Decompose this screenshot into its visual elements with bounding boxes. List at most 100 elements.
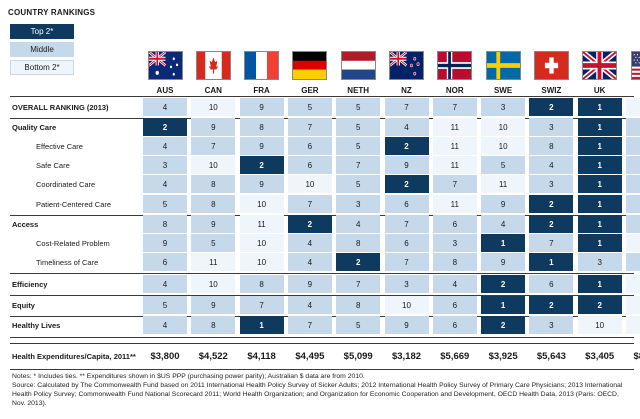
- rank-cell: 11: [432, 118, 477, 136]
- rank-cell: 3: [577, 253, 622, 271]
- row-label: Quality Care: [12, 123, 57, 132]
- rank-cell: 7: [529, 234, 574, 252]
- rank-cell: 6: [384, 195, 429, 213]
- expenditure-value: $3,800: [150, 350, 180, 362]
- rank-cell: 3: [529, 118, 574, 136]
- france-flag: [244, 51, 280, 80]
- rank-cell: 4: [481, 215, 526, 233]
- rank-cell: 1: [529, 253, 574, 271]
- rank-cell: 9: [626, 215, 640, 233]
- rank-cell: 2: [336, 253, 381, 271]
- germany-flag: [292, 51, 328, 80]
- rank-cell: 11: [239, 215, 284, 233]
- rank-cell: 9: [191, 296, 236, 314]
- row-label: Equity: [12, 301, 35, 310]
- netherlands-flag: [340, 51, 376, 80]
- rank-cell: 5: [336, 316, 381, 334]
- united-kingdom-flag: [582, 51, 618, 80]
- divider: [10, 96, 634, 97]
- rank-cell: 5: [143, 296, 187, 314]
- rank-cell: 7: [336, 156, 381, 174]
- rank-cell: 7: [287, 195, 332, 213]
- rank-cell: 7: [287, 316, 332, 334]
- rank-cell: 1: [577, 234, 622, 252]
- rank-cell: 1: [577, 175, 622, 193]
- rank-cell: 4: [287, 253, 332, 271]
- rank-cell: 4: [384, 118, 429, 136]
- country-header: NZ: [401, 86, 412, 95]
- rank-cell: 2: [239, 156, 284, 174]
- rank-cell: 9: [239, 175, 284, 193]
- expenditure-value: $4,118: [247, 350, 276, 362]
- rank-cell: 6: [432, 215, 477, 233]
- rank-cell: 7: [287, 118, 332, 136]
- rank-cell: 8: [191, 316, 236, 334]
- sweden-flag: [485, 51, 521, 80]
- divider: [10, 337, 634, 338]
- rank-cell: 3: [384, 275, 429, 293]
- legend-title: COUNTRY RANKINGS: [8, 8, 96, 17]
- rank-cell: 6: [384, 234, 429, 252]
- rank-cell: 8: [191, 175, 236, 193]
- rank-cell: 3: [481, 98, 526, 116]
- rank-cell: 4: [432, 275, 477, 293]
- rank-cell: 5: [626, 253, 640, 271]
- rank-cell: 5: [626, 118, 640, 136]
- rank-cell: 3: [336, 195, 381, 213]
- expenditure-value: $8,508: [633, 350, 640, 362]
- rank-cell: 9: [143, 234, 187, 252]
- rank-cell: 10: [239, 195, 284, 213]
- rank-cell: 9: [239, 137, 284, 155]
- rank-cell: 4: [143, 137, 187, 155]
- country-header: GER: [301, 86, 319, 95]
- rank-cell: 9: [384, 156, 429, 174]
- rank-cell: 4: [287, 234, 332, 252]
- rank-cell: 4: [143, 275, 187, 293]
- rank-cell: 2: [481, 275, 526, 293]
- rank-cell: 3: [529, 316, 574, 334]
- legend-middle: Middle: [10, 42, 74, 57]
- divider: [10, 369, 634, 370]
- rank-cell: 11: [191, 253, 236, 271]
- rank-cell: 6: [529, 275, 574, 293]
- canada-flag: [195, 51, 231, 80]
- rank-cell: 9: [481, 195, 526, 213]
- divider: [10, 272, 634, 274]
- notes: Notes: * Includes ties. ** Expenditures …: [12, 372, 632, 408]
- country-header: NETH: [347, 86, 370, 95]
- rank-cell: 8: [191, 195, 236, 213]
- rank-cell: 10: [481, 118, 526, 136]
- rank-cell: 6: [287, 137, 332, 155]
- rank-cell: 1: [577, 275, 622, 293]
- rank-cell: 10: [384, 296, 429, 314]
- norway-flag: [437, 51, 473, 80]
- rank-cell: 2: [143, 118, 187, 136]
- expenditures-label: Health Expenditures/Capita, 2011**: [12, 351, 136, 361]
- rank-cell: 9: [239, 98, 284, 116]
- rank-cell: 7: [626, 156, 640, 174]
- rank-cell: 10: [287, 175, 332, 193]
- rank-cell: 8: [336, 234, 381, 252]
- rank-cell: 7: [239, 296, 284, 314]
- rank-cell: 11: [626, 234, 640, 252]
- australia-flag: [147, 51, 183, 80]
- legend-top: Top 2*: [10, 24, 74, 39]
- rank-cell: 5: [336, 98, 381, 116]
- rank-cell: 2: [529, 98, 574, 116]
- rank-cell: 7: [191, 137, 236, 155]
- rank-cell: 5: [336, 137, 381, 155]
- rank-cell: 5: [287, 98, 332, 116]
- expenditure-value: $5,669: [440, 350, 470, 362]
- switzerland-flag: [533, 51, 569, 80]
- country-header: AUS: [156, 86, 174, 95]
- row-label: Healthy Lives: [12, 321, 61, 330]
- row-label: Coordinated Care: [36, 180, 96, 189]
- country-header: SWIZ: [541, 86, 562, 95]
- rank-cell: 4: [336, 215, 381, 233]
- rank-cell: 11: [432, 195, 477, 213]
- rank-cell: 1: [626, 98, 640, 116]
- rank-cell: 1: [577, 195, 622, 213]
- expenditure-value: $4,522: [198, 350, 228, 362]
- rank-cell: 3: [143, 156, 187, 174]
- expenditure-value: $5,643: [536, 350, 566, 362]
